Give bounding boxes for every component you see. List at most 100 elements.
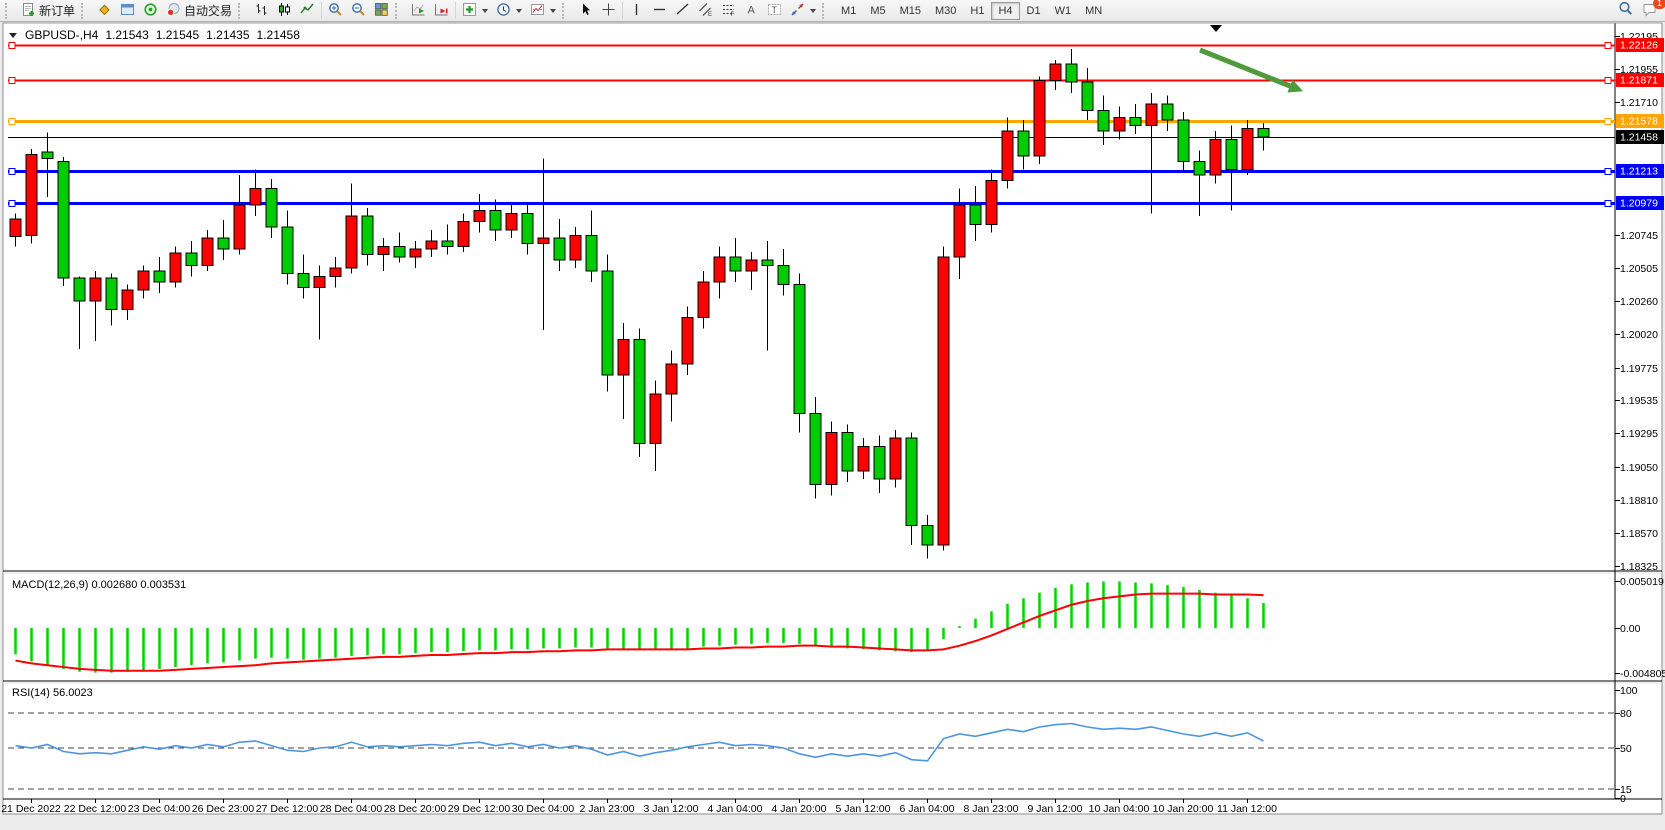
- vertical-line-icon: [629, 2, 644, 20]
- price-axis: 1.221951.219551.217101.207451.205051.202…: [1615, 31, 1664, 573]
- svg-text:4 Jan 04:00: 4 Jan 04:00: [708, 803, 763, 815]
- timeframe-m5[interactable]: M5: [870, 4, 886, 17]
- indicators-button[interactable]: [458, 1, 492, 21]
- chart-canvas[interactable]: 1.221951.219551.217101.207451.205051.202…: [0, 22, 1665, 815]
- timeframe-m30[interactable]: M30: [935, 4, 957, 17]
- arrows-button[interactable]: [786, 1, 820, 21]
- trendline-button[interactable]: [671, 1, 694, 21]
- svg-text:3 Jan 12:00: 3 Jan 12:00: [644, 803, 699, 815]
- search-button[interactable]: [1614, 1, 1638, 21]
- svg-text:-0.004805: -0.004805: [1620, 668, 1665, 680]
- bar-chart-button[interactable]: [250, 1, 273, 21]
- svg-text:A: A: [748, 4, 756, 16]
- svg-text:1.21871: 1.21871: [1620, 75, 1658, 87]
- svg-text:80: 80: [1620, 708, 1632, 720]
- toolbar-grip[interactable]: [822, 2, 830, 19]
- svg-text:9 Jan 12:00: 9 Jan 12:00: [1028, 803, 1083, 815]
- toolbar-grip[interactable]: [81, 2, 89, 19]
- chart-shift-button[interactable]: [430, 1, 453, 21]
- equidistant-channel-button[interactable]: E: [694, 1, 717, 21]
- crosshair-button[interactable]: [597, 1, 620, 21]
- timeframe-h4[interactable]: H4: [991, 1, 1020, 20]
- chart-collapse-icon[interactable]: [9, 32, 17, 38]
- svg-text:1.19775: 1.19775: [1620, 363, 1658, 375]
- periods-button[interactable]: [492, 1, 526, 21]
- vertical-line-button[interactable]: [625, 1, 648, 21]
- svg-text:15: 15: [1620, 784, 1632, 796]
- zoom-in-icon: [328, 2, 343, 20]
- line-chart-button[interactable]: [296, 1, 319, 21]
- svg-text:1.21578: 1.21578: [1620, 116, 1658, 128]
- toolbar-grip[interactable]: [562, 2, 570, 19]
- fibonacci-button[interactable]: F: [717, 1, 740, 21]
- timeframe-m1[interactable]: M1: [841, 4, 857, 17]
- templates-icon: [530, 2, 545, 20]
- candles-layer: [9, 49, 1270, 559]
- svg-text:0: 0: [1620, 793, 1626, 805]
- zoom-out-button[interactable]: [347, 1, 370, 21]
- data-window-icon: [120, 2, 135, 20]
- svg-text:22 Dec 12:00: 22 Dec 12:00: [64, 803, 127, 815]
- chart-symbol-period: GBPUSD-,H4: [25, 28, 99, 42]
- svg-text:8 Jan 23:00: 8 Jan 23:00: [964, 803, 1019, 815]
- horizontal-line-icon: [652, 2, 667, 20]
- new-order-button[interactable]: 新订单: [17, 1, 79, 21]
- line-chart-icon: [300, 2, 315, 20]
- chevron-down-icon: [516, 8, 523, 13]
- svg-text:T: T: [772, 5, 778, 15]
- svg-text:26 Dec 23:00: 26 Dec 23:00: [192, 803, 255, 815]
- rsi-indicator-label: RSI(14) 56.0023: [12, 687, 93, 699]
- horizontal-line-button[interactable]: [648, 1, 671, 21]
- text-label-button[interactable]: T: [763, 1, 786, 21]
- equidistant-channel-icon: E: [698, 2, 713, 20]
- arrows-icon: [790, 2, 805, 20]
- svg-text:21 Dec 2022: 21 Dec 2022: [1, 803, 61, 815]
- zoom-in-button[interactable]: [324, 1, 347, 21]
- chat-button[interactable]: 1: [1638, 0, 1665, 21]
- candlestick-chart-icon: [277, 2, 292, 20]
- chevron-down-icon: [550, 8, 557, 13]
- trend-arrow-annotation: [1199, 47, 1303, 93]
- timeframe-w1[interactable]: W1: [1054, 4, 1072, 17]
- data-window-button[interactable]: [116, 1, 139, 21]
- auto-trading-label: 自动交易: [184, 4, 233, 18]
- trendline-icon: [675, 2, 690, 20]
- auto-trading-button[interactable]: 自动交易: [162, 1, 236, 21]
- navigator-button[interactable]: [139, 1, 162, 21]
- svg-text:6 Jan 04:00: 6 Jan 04:00: [900, 803, 955, 815]
- svg-text:28 Dec 04:00: 28 Dec 04:00: [320, 803, 383, 815]
- bar-chart-icon: [254, 2, 269, 20]
- cursor-icon: [578, 2, 593, 20]
- timeframe-d1[interactable]: D1: [1026, 4, 1041, 17]
- tile-windows-button[interactable]: [370, 1, 393, 21]
- chart-title-bar: GBPUSD-,H4 1.21543 1.21545 1.21435 1.214…: [9, 28, 300, 42]
- timeframe-m15[interactable]: M15: [899, 4, 921, 17]
- chart-shift-icon: [434, 2, 449, 20]
- auto-scroll-icon: [411, 2, 426, 20]
- text-button[interactable]: A: [740, 1, 763, 21]
- svg-text:1.18325: 1.18325: [1620, 561, 1658, 573]
- chevron-down-icon: [482, 8, 489, 13]
- zoom-out-icon: [351, 2, 366, 20]
- svg-text:1.19295: 1.19295: [1620, 428, 1658, 440]
- svg-text:2 Jan 23:00: 2 Jan 23:00: [580, 803, 635, 815]
- svg-text:5 Jan 12:00: 5 Jan 12:00: [836, 803, 891, 815]
- svg-text:11 Jan 12:00: 11 Jan 12:00: [1217, 803, 1277, 815]
- svg-text:1.20260: 1.20260: [1620, 296, 1658, 308]
- candlestick-chart-button[interactable]: [273, 1, 296, 21]
- cursor-button[interactable]: [574, 1, 597, 21]
- timeframe-mn[interactable]: MN: [1085, 4, 1103, 17]
- market-watch-button[interactable]: [93, 1, 116, 21]
- svg-text:28 Dec 20:00: 28 Dec 20:00: [384, 803, 447, 815]
- templates-button[interactable]: [526, 1, 560, 21]
- ohlc-low: 1.21435: [206, 28, 250, 42]
- toolbar-grip[interactable]: [238, 2, 246, 19]
- toolbar-grip[interactable]: [395, 2, 403, 19]
- clock-icon: [496, 2, 511, 20]
- toolbar-grip[interactable]: [5, 2, 13, 19]
- timeframe-h1[interactable]: H1: [970, 4, 985, 17]
- auto-scroll-button[interactable]: [407, 1, 430, 21]
- crosshair-icon: [601, 2, 616, 20]
- navigator-icon: [143, 2, 158, 20]
- svg-text:10 Jan 04:00: 10 Jan 04:00: [1089, 803, 1150, 815]
